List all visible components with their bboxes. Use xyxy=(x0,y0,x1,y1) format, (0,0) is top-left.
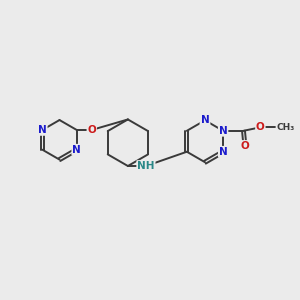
Text: N: N xyxy=(219,126,227,136)
Text: N: N xyxy=(201,115,209,125)
Text: O: O xyxy=(256,122,265,132)
Text: O: O xyxy=(241,141,249,151)
Text: N: N xyxy=(201,115,209,125)
Text: CH₃: CH₃ xyxy=(276,123,294,132)
Text: N: N xyxy=(219,147,227,157)
Text: O: O xyxy=(87,125,96,135)
Text: NH: NH xyxy=(137,161,155,171)
Text: N: N xyxy=(38,125,47,135)
Text: N: N xyxy=(72,145,81,155)
